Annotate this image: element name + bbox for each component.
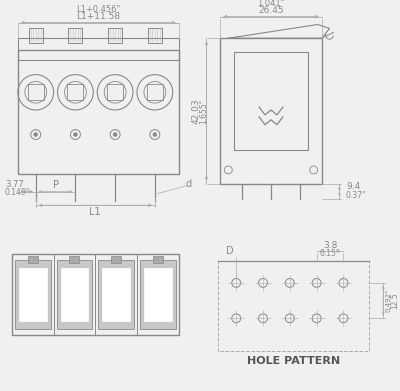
Text: d: d [186, 179, 192, 189]
Bar [68, 29, 82, 43]
Circle shape [153, 133, 157, 136]
Bar [70, 256, 80, 263]
Bar [28, 84, 44, 100]
Bar [29, 29, 43, 43]
Bar [68, 84, 83, 100]
Text: HOLE PATTERN: HOLE PATTERN [247, 355, 340, 366]
Bar [140, 260, 176, 329]
Text: L1+0.456": L1+0.456" [76, 5, 120, 14]
Text: 3.8: 3.8 [323, 241, 337, 250]
Circle shape [74, 133, 78, 136]
Circle shape [34, 133, 38, 136]
Bar [147, 84, 163, 100]
Text: D: D [226, 246, 234, 256]
Bar [108, 29, 122, 43]
Bar [111, 256, 121, 263]
Text: L1: L1 [90, 207, 101, 217]
Text: 0.37": 0.37" [345, 191, 366, 200]
Text: 1.655": 1.655" [199, 99, 208, 124]
Bar [107, 84, 123, 100]
Text: 12.5: 12.5 [390, 292, 400, 309]
Text: 9.4: 9.4 [346, 182, 360, 191]
Bar [234, 52, 308, 150]
Bar [19, 268, 47, 321]
Bar [60, 268, 88, 321]
Bar [153, 256, 163, 263]
Bar [220, 38, 322, 184]
Text: L1+11.58: L1+11.58 [76, 12, 120, 21]
Bar [28, 256, 38, 263]
Bar [144, 268, 172, 321]
Text: 1.041": 1.041" [257, 0, 285, 8]
Bar [18, 38, 179, 60]
Bar [102, 268, 130, 321]
Text: 0.492": 0.492" [385, 289, 391, 312]
Text: 0.149": 0.149" [5, 188, 30, 197]
Bar [15, 260, 51, 329]
Text: 26.45: 26.45 [258, 6, 284, 15]
Circle shape [113, 133, 117, 136]
Text: 42.03: 42.03 [192, 98, 201, 124]
Bar [218, 261, 369, 351]
Text: 0.15": 0.15" [320, 249, 340, 258]
Bar [56, 260, 92, 329]
Text: P: P [52, 179, 58, 190]
Text: 3.77: 3.77 [5, 180, 24, 189]
Bar [98, 260, 134, 329]
Bar [148, 29, 162, 43]
Bar [12, 255, 179, 335]
Bar [18, 50, 179, 174]
